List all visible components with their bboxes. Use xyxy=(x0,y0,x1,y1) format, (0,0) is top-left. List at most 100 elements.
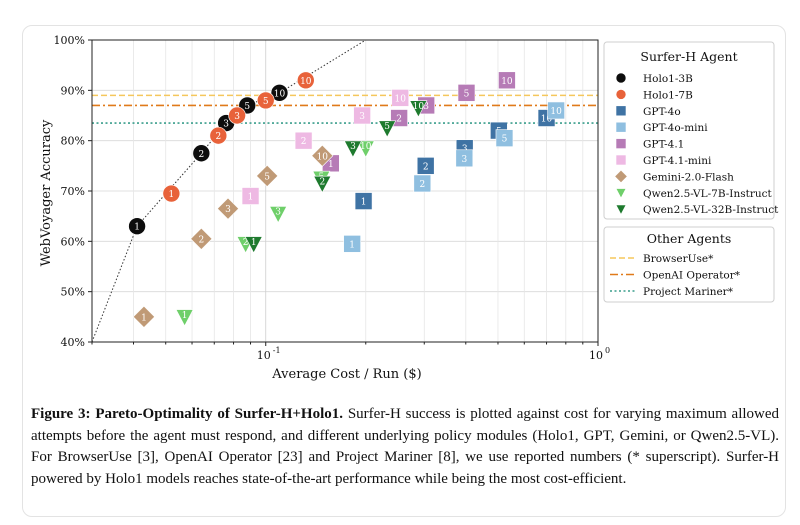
point-marker xyxy=(256,91,275,110)
point-label: 3 xyxy=(225,205,231,215)
caption-title: Pareto-Optimality of Surfer-H+Holo1 xyxy=(95,406,340,422)
point-label: 2 xyxy=(301,137,307,147)
point-qwen2-5-vl-7b-instruct: 10 xyxy=(356,140,375,158)
point-gpt-4-1-mini: 2 xyxy=(294,131,313,150)
point-marker xyxy=(162,184,181,203)
point-marker xyxy=(128,217,146,236)
point-holo1-7b: 5 xyxy=(256,91,275,110)
point-qwen2-5-vl-32b-instruct: 10 xyxy=(409,100,428,118)
point-label: 2 xyxy=(243,238,249,248)
point-label: 1 xyxy=(134,223,140,233)
legend-label: Holo1-3B xyxy=(643,73,693,85)
point-gpt-4-1: 10 xyxy=(498,71,516,90)
point-marker xyxy=(356,140,375,158)
point-gpt-4o: 1 xyxy=(354,192,373,210)
point-gpt-4o-mini: 1 xyxy=(343,235,361,253)
legend: Surfer-H Agent Holo1-3B Holo1-7B GPT-4o GPT-… xyxy=(603,41,779,303)
legend-title-other: Other Agents xyxy=(647,231,732,246)
legend-label: Project Mariner* xyxy=(643,286,734,298)
point-label: 3 xyxy=(359,112,365,122)
data-points: 1235101235101235101235101235101231012351… xyxy=(128,71,565,328)
point-gpt-4o-mini: 3 xyxy=(455,149,474,168)
x-axis-label: Average Cost / Run ($) xyxy=(271,367,421,382)
point-marker xyxy=(209,126,228,145)
point-gpt-4-1-mini: 1 xyxy=(241,187,260,205)
point-label: 1 xyxy=(182,311,188,321)
y-tick-label: 90% xyxy=(61,84,85,97)
point-marker xyxy=(296,71,315,90)
point-qwen2-5-vl-7b-instruct: 1 xyxy=(175,309,194,327)
point-label: 1 xyxy=(361,198,367,208)
caption-label: Figure 3: xyxy=(31,406,91,422)
point-marker xyxy=(495,129,514,147)
point-marker xyxy=(256,164,279,187)
point-marker xyxy=(311,144,334,167)
point-gemini-2-0-flash: 2 xyxy=(190,227,213,250)
point-qwen2-5-vl-32b-instruct: 3 xyxy=(343,140,362,158)
point-label: 2 xyxy=(419,180,425,190)
point-label: 5 xyxy=(464,89,470,99)
point-qwen2-5-vl-32b-instruct: 5 xyxy=(378,120,397,138)
point-holo1-3b: 10 xyxy=(270,84,289,102)
point-label: 10 xyxy=(317,152,329,162)
point-qwen2-5-vl-32b-instruct: 2 xyxy=(313,175,332,194)
point-marker xyxy=(190,227,213,250)
point-gpt-4-1: 5 xyxy=(457,84,476,102)
point-label: 10 xyxy=(274,89,286,99)
point-label: 10 xyxy=(541,115,553,125)
point-marker xyxy=(270,84,289,102)
point-marker xyxy=(228,106,246,125)
legend-label: Gemini-2.0-Flash xyxy=(643,171,734,183)
point-marker xyxy=(409,100,428,118)
point-label: 1 xyxy=(169,190,175,200)
legend-marker xyxy=(615,154,627,166)
point-label: 5 xyxy=(384,122,390,132)
point-label: 3 xyxy=(461,155,467,165)
point-holo1-7b: 3 xyxy=(228,106,246,125)
legend-marker xyxy=(615,138,627,149)
point-qwen2-5-vl-7b-instruct: 3 xyxy=(269,206,288,224)
point-label: 10 xyxy=(395,94,407,104)
point-marker xyxy=(241,187,260,205)
point-label: 2 xyxy=(319,177,325,187)
point-label: 10 xyxy=(413,102,425,112)
point-label: 3 xyxy=(350,142,356,152)
point-gemini-2-0-flash: 10 xyxy=(311,144,334,167)
point-gpt-4o-mini: 5 xyxy=(495,129,514,147)
caption-line-1: Surfer-H success is plotted against cost… xyxy=(347,406,662,422)
point-marker xyxy=(269,206,288,224)
caption-line-4: reported numbers (* superscript). Surfer… xyxy=(31,449,780,487)
point-marker xyxy=(457,84,476,102)
point-marker xyxy=(353,106,371,125)
point-holo1-7b: 1 xyxy=(162,184,181,203)
point-label: 5 xyxy=(502,135,508,145)
legend-marker xyxy=(615,204,627,216)
x-tick-label: 10 xyxy=(257,349,271,362)
point-holo1-7b: 2 xyxy=(209,126,228,145)
point-label: 10 xyxy=(300,77,312,87)
point-label: 3 xyxy=(223,120,229,130)
point-gpt-4o-mini: 2 xyxy=(413,174,432,193)
legend-label: GPT-4o xyxy=(643,106,681,118)
scatter-chart: 1235101235101235101235101235101231012351… xyxy=(39,34,779,382)
legend-box-other xyxy=(603,226,775,303)
point-label: 2 xyxy=(396,115,402,125)
legend-label: BrowserUse* xyxy=(643,253,714,265)
legend-label: Holo1-7B xyxy=(643,89,693,101)
legend-label: Qwen2.5-VL-32B-Instruct xyxy=(643,204,779,216)
y-tick-label: 70% xyxy=(61,185,85,198)
figure-caption: Figure 3: Pareto-Optimality of Surfer-H+… xyxy=(31,406,780,487)
legend-marker xyxy=(615,121,627,133)
x-tick-exponent: 0 xyxy=(605,346,610,355)
point-marker xyxy=(192,144,211,163)
point-label: 2 xyxy=(198,235,204,245)
point-label: 2 xyxy=(215,132,221,142)
point-label: 1 xyxy=(349,240,355,250)
point-marker xyxy=(498,71,516,90)
point-label: 5 xyxy=(244,102,250,112)
point-gemini-2-0-flash: 5 xyxy=(256,164,279,187)
point-gpt-4-1-mini: 10 xyxy=(391,89,410,107)
legend-label: GPT-4.1-mini xyxy=(643,155,712,167)
point-label: 2 xyxy=(423,162,429,172)
reference-lines xyxy=(92,94,598,124)
